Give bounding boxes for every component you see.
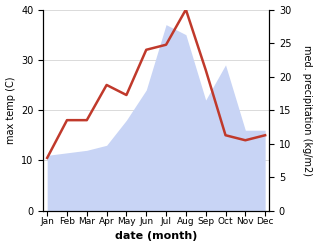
- Y-axis label: med. precipitation (kg/m2): med. precipitation (kg/m2): [302, 45, 313, 176]
- Y-axis label: max temp (C): max temp (C): [5, 76, 16, 144]
- X-axis label: date (month): date (month): [115, 231, 197, 242]
